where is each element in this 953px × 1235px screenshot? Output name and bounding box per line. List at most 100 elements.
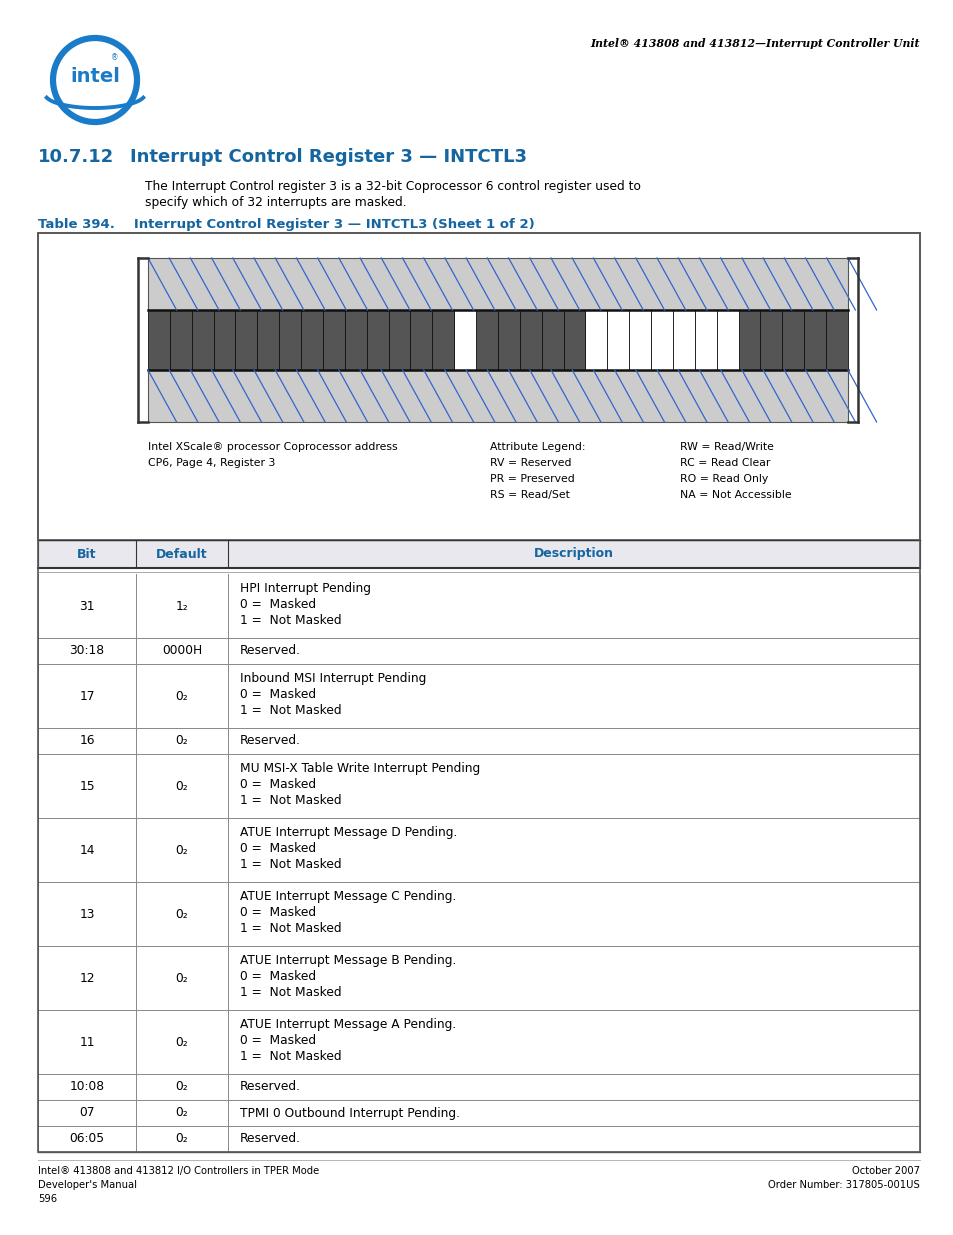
- Text: RO = Read Only: RO = Read Only: [679, 474, 767, 484]
- Text: HPI Interrupt Pending: HPI Interrupt Pending: [240, 582, 371, 595]
- Text: 10.7.12: 10.7.12: [38, 148, 114, 165]
- Text: 16: 16: [79, 735, 94, 747]
- Bar: [694, 310, 716, 370]
- Bar: [497, 310, 519, 370]
- Bar: [803, 310, 825, 370]
- Bar: [651, 310, 672, 370]
- Text: 0₂: 0₂: [175, 1107, 188, 1119]
- Bar: [585, 310, 607, 370]
- Text: 1 =  Not Masked: 1 = Not Masked: [240, 986, 341, 999]
- Text: October 2007: October 2007: [851, 1166, 919, 1176]
- Text: 1₂: 1₂: [175, 599, 188, 613]
- Circle shape: [59, 44, 131, 116]
- Text: 31: 31: [79, 599, 94, 613]
- Bar: [38, 1074, 919, 1100]
- Bar: [38, 233, 919, 540]
- Bar: [148, 258, 847, 310]
- Text: 0 =  Masked: 0 = Masked: [240, 778, 315, 790]
- Text: ®: ®: [112, 53, 118, 63]
- Text: ATUE Interrupt Message D Pending.: ATUE Interrupt Message D Pending.: [240, 826, 456, 839]
- Bar: [38, 574, 919, 638]
- Text: NA = Not Accessible: NA = Not Accessible: [679, 490, 791, 500]
- Bar: [519, 310, 541, 370]
- Bar: [235, 310, 257, 370]
- Text: ATUE Interrupt Message A Pending.: ATUE Interrupt Message A Pending.: [240, 1018, 456, 1031]
- Text: Bit: Bit: [77, 547, 96, 561]
- Text: 0₂: 0₂: [175, 689, 188, 703]
- Text: Order Number: 317805-001US: Order Number: 317805-001US: [767, 1179, 919, 1191]
- Bar: [781, 310, 803, 370]
- Bar: [388, 310, 410, 370]
- Text: CP6, Page 4, Register 3: CP6, Page 4, Register 3: [148, 458, 275, 468]
- Bar: [213, 310, 235, 370]
- Text: 0 =  Masked: 0 = Masked: [240, 906, 315, 919]
- Text: Attribute Legend:: Attribute Legend:: [490, 442, 585, 452]
- Text: 0 =  Masked: 0 = Masked: [240, 1034, 315, 1047]
- Text: 17: 17: [79, 689, 94, 703]
- Text: MU MSI-X Table Write Interrupt Pending: MU MSI-X Table Write Interrupt Pending: [240, 762, 479, 776]
- Text: RW = Read/Write: RW = Read/Write: [679, 442, 773, 452]
- Bar: [738, 310, 760, 370]
- Text: intel: intel: [70, 67, 120, 85]
- Text: Reserved.: Reserved.: [240, 1132, 301, 1146]
- Text: Reserved.: Reserved.: [240, 1081, 301, 1093]
- Text: 0 =  Masked: 0 = Masked: [240, 688, 315, 701]
- Bar: [563, 310, 585, 370]
- Text: specify which of 32 interrupts are masked.: specify which of 32 interrupts are maske…: [145, 196, 406, 209]
- Text: 1 =  Not Masked: 1 = Not Masked: [240, 794, 341, 806]
- Text: 06:05: 06:05: [70, 1132, 105, 1146]
- Text: 0₂: 0₂: [175, 1035, 188, 1049]
- Text: 07: 07: [79, 1107, 94, 1119]
- Bar: [38, 882, 919, 946]
- Text: Intel® 413808 and 413812 I/O Controllers in TPER Mode: Intel® 413808 and 413812 I/O Controllers…: [38, 1166, 319, 1176]
- Text: Inbound MSI Interrupt Pending: Inbound MSI Interrupt Pending: [240, 672, 426, 685]
- Text: 0₂: 0₂: [175, 908, 188, 920]
- Text: 30:18: 30:18: [70, 645, 105, 657]
- Text: 0₂: 0₂: [175, 1132, 188, 1146]
- Text: PR = Preserved: PR = Preserved: [490, 474, 574, 484]
- Text: 0000H: 0000H: [162, 645, 202, 657]
- Text: 0₂: 0₂: [175, 844, 188, 857]
- Text: 15: 15: [79, 779, 94, 793]
- Text: Reserved.: Reserved.: [240, 735, 301, 747]
- Text: 1 =  Not Masked: 1 = Not Masked: [240, 923, 341, 935]
- Bar: [38, 664, 919, 727]
- Text: 0 =  Masked: 0 = Masked: [240, 598, 315, 611]
- Bar: [454, 310, 476, 370]
- Text: 0 =  Masked: 0 = Masked: [240, 969, 315, 983]
- Text: 14: 14: [79, 844, 94, 857]
- Bar: [38, 818, 919, 882]
- Bar: [629, 310, 651, 370]
- Text: Developer's Manual: Developer's Manual: [38, 1179, 137, 1191]
- Text: Intel XScale® processor Coprocessor address: Intel XScale® processor Coprocessor addr…: [148, 442, 397, 452]
- Bar: [301, 310, 323, 370]
- Bar: [672, 310, 694, 370]
- Bar: [38, 755, 919, 818]
- Text: 12: 12: [79, 972, 94, 984]
- Text: Interrupt Control Register 3 — INTCTL3: Interrupt Control Register 3 — INTCTL3: [130, 148, 526, 165]
- Text: 1 =  Not Masked: 1 = Not Masked: [240, 614, 341, 627]
- Text: 0₂: 0₂: [175, 735, 188, 747]
- Text: ATUE Interrupt Message C Pending.: ATUE Interrupt Message C Pending.: [240, 890, 456, 903]
- Bar: [366, 310, 388, 370]
- Text: 1 =  Not Masked: 1 = Not Masked: [240, 858, 341, 871]
- Text: Interrupt Control Register 3 — INTCTL3 (Sheet 1 of 2): Interrupt Control Register 3 — INTCTL3 (…: [120, 219, 535, 231]
- Text: 0₂: 0₂: [175, 1081, 188, 1093]
- Text: Intel® 413808 and 413812—Interrupt Controller Unit: Intel® 413808 and 413812—Interrupt Contr…: [590, 38, 919, 49]
- Bar: [476, 310, 497, 370]
- Bar: [760, 310, 781, 370]
- Text: The Interrupt Control register 3 is a 32-bit Coprocessor 6 control register used: The Interrupt Control register 3 is a 32…: [145, 180, 640, 193]
- Text: RS = Read/Set: RS = Read/Set: [490, 490, 569, 500]
- Bar: [38, 1010, 919, 1074]
- Text: Default: Default: [156, 547, 208, 561]
- Bar: [192, 310, 213, 370]
- Bar: [541, 310, 563, 370]
- Bar: [716, 310, 738, 370]
- Bar: [38, 946, 919, 1010]
- Bar: [38, 233, 919, 1152]
- Bar: [38, 540, 919, 568]
- Text: 11: 11: [79, 1035, 94, 1049]
- Text: 0₂: 0₂: [175, 779, 188, 793]
- Bar: [345, 310, 366, 370]
- Bar: [38, 1126, 919, 1152]
